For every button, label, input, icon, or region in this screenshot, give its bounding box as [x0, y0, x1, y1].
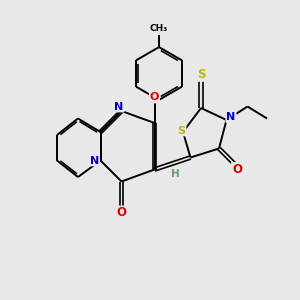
Text: O: O	[232, 163, 242, 176]
Text: O: O	[116, 206, 127, 220]
Text: N: N	[115, 101, 124, 112]
Text: CH₃: CH₃	[150, 24, 168, 33]
Text: N: N	[90, 155, 99, 166]
Text: O: O	[150, 92, 159, 103]
Text: N: N	[226, 112, 236, 122]
Text: H: H	[171, 169, 180, 179]
Text: S: S	[178, 125, 185, 136]
Text: S: S	[197, 68, 205, 81]
